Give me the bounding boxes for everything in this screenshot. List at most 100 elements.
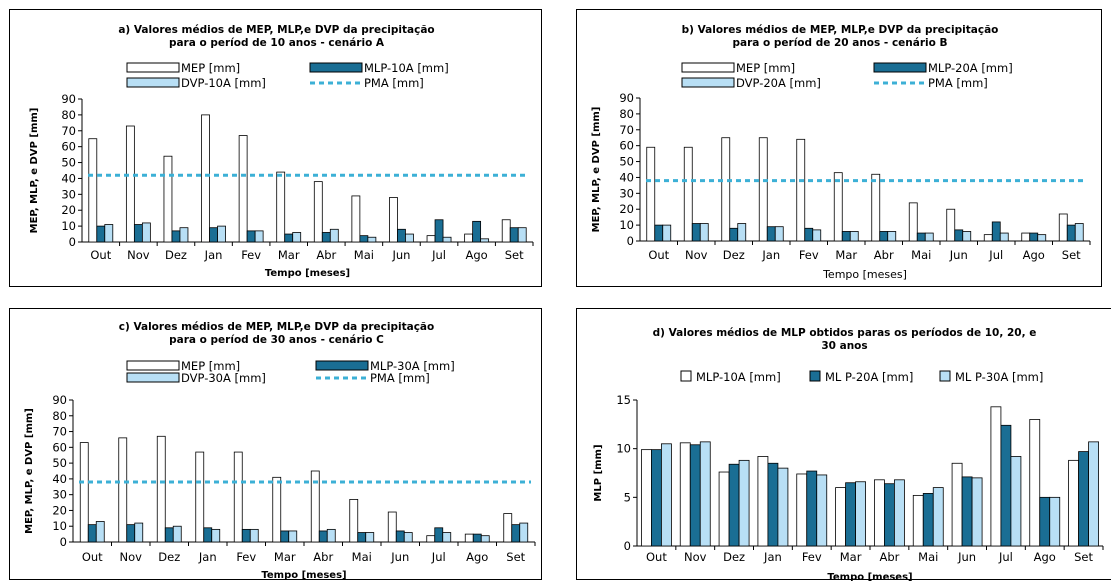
chart-c-y-tick-label: 20 [52, 503, 67, 517]
chart-a-x-tick-label-jul: Jul [431, 248, 446, 262]
chart-b-bar-mep-dez [721, 137, 731, 242]
chart-c-bar-mep-set [503, 513, 513, 543]
chart-a-bar-dvp-jul [442, 236, 452, 243]
chart-d-bar-s2-abr [884, 483, 895, 547]
chart-c-bar-mep-nov [118, 437, 128, 543]
chart-d-x-tick-label-set: Set [1074, 550, 1093, 564]
chart-a-bar-mep-set [501, 219, 511, 243]
chart-c-bar-mlp-set [511, 524, 521, 543]
chart-b-x-tick-label-jan: Jan [761, 248, 780, 262]
chart-d-bar-s3-out [661, 443, 672, 547]
chart-c-x-tick-label-set: Set [506, 550, 525, 564]
chart-a-x-tick-label-fev: Fev [241, 248, 261, 262]
chart-a-bar-dvp-jan [217, 225, 226, 243]
chart-c-bar-dvp-ago [480, 535, 490, 543]
chart-b-bar-mlp-mai [916, 232, 926, 242]
chart-c-y-tick-label: 90 [52, 393, 67, 407]
chart-c-legend-swatch-dvp [126, 372, 180, 383]
chart-c-bar-mlp-mar [280, 530, 290, 543]
chart-b-title-line-2: para o períod de 20 anos - cenário B [733, 37, 948, 49]
chart-b-bar-dvp-mai [924, 232, 934, 242]
chart-a-bar-dvp-mai [367, 236, 377, 243]
chart-b-x-tick-label-abr: Abr [874, 248, 894, 262]
chart-c-y-tick-label: 50 [52, 456, 67, 470]
chart-c-bar-dvp-mar [288, 530, 298, 543]
chart-d-bar-s2-dez [728, 463, 740, 547]
chart-b-bar-mlp-set [1066, 224, 1076, 242]
chart-a-bar-mlp-ago [472, 220, 482, 243]
chart-panel-c: c) Valores médios de MEP, MLP,e DVP da p… [9, 308, 542, 581]
chart-a-bar-mlp-mai [359, 235, 369, 243]
chart-d-bar-s2-set [1078, 451, 1089, 547]
chart-a-title-line-2: para o períod de 10 anos - cenário A [169, 37, 385, 49]
chart-d-legend-2: ML P-20A [mm] [825, 370, 913, 384]
chart-b-x-tick-label-mar: Mar [835, 248, 857, 262]
chart-d-x-tick-label-dez: Dez [723, 550, 745, 564]
chart-a-bar-mep-abr [313, 181, 323, 243]
chart-a-x-tick-label-abr: Abr [316, 248, 336, 262]
chart-a-bar-mlp-dez [171, 230, 181, 243]
chart-c-bar-mlp-abr [318, 530, 328, 543]
chart-b-bar-mlp-dez [729, 227, 739, 242]
chart-b-x-tick-label-nov: Nov [685, 248, 708, 262]
chart-b-y-tick-label: 30 [619, 186, 634, 200]
chart-panel-b: b) Valores médios de MEP, MLP,e DVP da p… [576, 9, 1102, 287]
chart-c-legend-swatch-mep [126, 360, 180, 371]
chart-d-bar-s1-ago [1029, 419, 1041, 547]
chart-d-x-tick-label-nov: Nov [684, 550, 707, 564]
chart-c-bar-dvp-jan [211, 528, 221, 543]
chart-panel-d: d) Valores médios de MLP obtidos paras o… [576, 308, 1111, 581]
chart-c-bar-mep-fev [233, 451, 243, 543]
chart-d-bar-s3-ago [1049, 496, 1061, 547]
chart-a-x-tick-label-mar: Mar [278, 248, 300, 262]
chart-b-x-tick-label-dez: Dez [723, 248, 745, 262]
chart-c-bar-mlp-jun [395, 530, 405, 543]
chart-a-bar-mlp-jul [434, 219, 444, 243]
chart-a-bar-dvp-ago [480, 238, 490, 243]
chart-b-x-tick-label-fev: Fev [799, 248, 819, 262]
chart-c-y-tick-label: 10 [52, 519, 67, 533]
chart-d-bar-s2-ago [1039, 496, 1051, 547]
chart-c-x-tick-label-jan: Jan [198, 550, 217, 564]
chart-b-legend-swatch-mlp [873, 62, 927, 73]
chart-c-bar-mlp-jul [434, 527, 444, 543]
chart-b-y-tick-label: 40 [619, 170, 634, 184]
chart-d-bar-s2-jul [1000, 424, 1012, 547]
chart-d-bar-s3-set [1088, 441, 1099, 547]
chart-a-legend-dvp: DVP-10A [mm] [181, 76, 266, 90]
chart-d-bar-s2-mar [845, 482, 856, 547]
chart-a-x-axis-label: Tempo [meses] [265, 268, 350, 279]
chart-a-x-tick-label-dez: Dez [165, 248, 187, 262]
chart-b-bar-mep-abr [871, 173, 881, 242]
chart-c-bar-mep-jun [387, 511, 397, 543]
chart-c-x-tick-label-mai: Mai [352, 550, 372, 564]
chart-c-x-tick-label-mar: Mar [274, 550, 296, 564]
chart-a-bar-mep-jul [426, 235, 436, 243]
chart-b-bar-dvp-set [1074, 223, 1084, 242]
chart-d-x-tick-label-out: Out [646, 550, 667, 564]
chart-a-bar-mep-jun [389, 197, 398, 243]
chart-a-bar-mep-mar [276, 171, 286, 243]
chart-d-bar-s1-out [641, 449, 652, 547]
chart-b-x-axis-label: Tempo [meses] [822, 268, 907, 281]
chart-c-x-tick-label-nov: Nov [120, 550, 143, 564]
chart-a-bar-mlp-jun [397, 228, 406, 243]
chart-d-bar-s3-abr [894, 479, 905, 547]
chart-d-x-tick-label-ago: Ago [1034, 550, 1056, 564]
chart-d-bar-s1-mai [912, 494, 924, 547]
chart-a-legend-mlp: MLP-10A [mm] [364, 61, 449, 75]
chart-c-bar-dvp-jul [442, 532, 452, 543]
chart-c-bar-mlp-nov [126, 524, 136, 543]
chart-b-bar-mep-out [646, 146, 656, 242]
chart-d-bar-s3-mar [855, 481, 866, 547]
chart-b-bar-dvp-nov [699, 223, 709, 242]
chart-d-legend-swatch-2 [809, 370, 821, 382]
chart-c-x-tick-label-abr: Abr [313, 550, 333, 564]
chart-a-x-tick-label-jun: Jun [391, 248, 410, 262]
chart-c-legend-dvp: DVP-30A [mm] [181, 371, 266, 385]
chart-c-x-tick-label-jul: Jul [431, 550, 446, 564]
chart-c-bar-dvp-dez [172, 525, 182, 543]
chart-d-bar-s1-abr [874, 479, 885, 547]
chart-d-bar-s3-nov [699, 441, 711, 547]
chart-a-x-tick-label-out: Out [90, 248, 111, 262]
